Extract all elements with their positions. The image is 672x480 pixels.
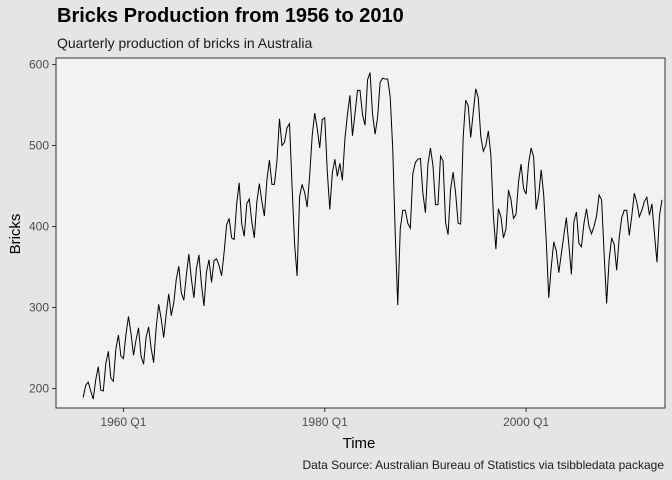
series-line-bricks: [82, 72, 663, 400]
chart-title: Bricks Production from 1956 to 2010: [57, 5, 404, 27]
y-tick-label: 300: [29, 301, 49, 315]
y-tick-label: 500: [29, 139, 49, 153]
x-tick-label: 2000 Q1: [503, 415, 549, 429]
x-axis-title: Time: [343, 435, 376, 452]
y-axis: 200 300 400 500 600: [29, 57, 56, 396]
x-tick-label: 1980 Q1: [302, 415, 348, 429]
y-tick-label: 400: [29, 220, 49, 234]
plot-panel: [55, 57, 666, 409]
chart-caption: Data Source: Australian Bureau of Statis…: [302, 458, 664, 472]
x-axis: 1960 Q1 1980 Q1 2000 Q1: [100, 408, 549, 429]
y-tick-label: 600: [29, 57, 49, 71]
chart-subtitle: Quarterly production of bricks in Austra…: [57, 35, 313, 51]
x-tick-label: 1960 Q1: [100, 415, 146, 429]
y-axis-title: Bricks: [7, 214, 24, 255]
y-tick-label: 200: [29, 382, 49, 396]
